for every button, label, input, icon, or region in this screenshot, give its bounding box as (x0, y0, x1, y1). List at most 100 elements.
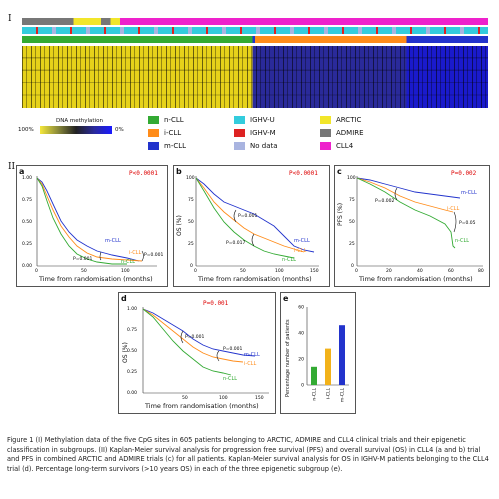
svg-text:50: 50 (182, 395, 188, 401)
panel-a-series-m: m-CLL (105, 238, 121, 244)
km-plot-c: 100 75 50 25 0 0 20 40 60 80 P=0.002 P=0.05 m-CL… (347, 175, 484, 274)
svg-text:1.00: 1.00 (127, 306, 137, 312)
legend-swatch-no-data (234, 142, 245, 150)
legend-label-arctic: ARCTIC (336, 116, 362, 124)
svg-text:0: 0 (355, 268, 358, 274)
bar-label-m-cll: m-CLL (340, 388, 346, 403)
svg-text:50: 50 (188, 219, 194, 225)
svg-text:150: 150 (255, 395, 264, 401)
svg-text:50: 50 (349, 219, 355, 225)
panel-a-series-n: n-CLL (121, 259, 135, 265)
panel-b-series-n: n-CLL (282, 257, 296, 263)
svg-text:0: 0 (194, 268, 197, 274)
legend-swatch-cll4 (320, 142, 331, 150)
panel-b-pair-2: P=0.017 (226, 240, 246, 246)
svg-text:1.00: 1.00 (22, 175, 32, 181)
e-y-tick-0: 0 (301, 383, 304, 389)
bar-n-cll (311, 366, 317, 385)
panel-d: d P=0.001 OS (%) 1.00 0.75 0.50 0.25 0.00 50… (118, 292, 276, 414)
svg-text:0.75: 0.75 (22, 197, 32, 203)
panel-c-pvalue: P=0.002 (451, 170, 477, 177)
svg-text:100: 100 (121, 268, 130, 274)
panel-a-pvalue: P<0.0001 (129, 170, 158, 177)
panel-d-series-i: i-CLL (244, 361, 256, 367)
legend-swatch-arctic (320, 116, 331, 124)
legend-label-n-cll: n-CLL (164, 116, 184, 124)
panel-b-series-i: i-CLL (294, 248, 306, 254)
svg-text:0.75: 0.75 (127, 327, 137, 333)
svg-text:75: 75 (349, 197, 355, 203)
km-plot-b: 100 75 50 25 0 0 50 100 150 P=0.001 P=0.017 m-C… (186, 175, 319, 274)
panel-b: b P<0.0001 OS (%) 100 75 50 25 0 0 50 100 150 P… (173, 165, 330, 287)
e-y-tick-40: 40 (298, 331, 304, 337)
methylation-colorbar (40, 126, 112, 134)
legend-label-admire: ADMIRE (336, 129, 364, 137)
ighv-annotation-bar (22, 27, 488, 34)
svg-text:100: 100 (347, 175, 356, 181)
section-label-II: II (8, 162, 16, 172)
km-plot-a: 1.00 0.75 0.50 0.25 0.00 0 50 100 P=0.001 P=0.… (22, 175, 164, 274)
legend-swatch-ighv-m (234, 129, 245, 137)
panel-e: e Percentage number of patients 0 20 40 60 n… (280, 292, 356, 414)
methylation-legend-high: 0% (115, 127, 124, 133)
subgroup-annotation-bar (22, 36, 488, 43)
figure-caption: Figure 1 (I) Methylation data of the fiv… (7, 436, 489, 473)
panel-letter-b: b (176, 167, 182, 176)
svg-text:40: 40 (417, 268, 423, 274)
panel-c-series-m: m-CLL (461, 190, 477, 196)
legend-swatch-ighv-u (234, 116, 245, 124)
legend-swatch-admire (320, 129, 331, 137)
panel-d-series-m: m-CLL (244, 352, 260, 358)
panel-a-pair-2: P=0.001 (144, 252, 164, 258)
svg-text:0.50: 0.50 (22, 219, 32, 225)
legend-swatch-n-cll (148, 116, 159, 124)
svg-text:25: 25 (188, 241, 194, 247)
panel-letter-c: c (337, 167, 342, 176)
panel-a-pair-1: P=0.001 (73, 256, 93, 262)
svg-text:60: 60 (448, 268, 454, 274)
panel-c-xlabel: Time from randomisation (months) (359, 275, 473, 283)
svg-text:0.25: 0.25 (127, 369, 137, 375)
svg-text:100: 100 (219, 395, 228, 401)
panel-b-pvalue: P<0.0001 (289, 170, 318, 177)
svg-text:80: 80 (478, 268, 484, 274)
km-plot-d: 1.00 0.75 0.50 0.25 0.00 50 100 150 P=0.001 P=… (127, 306, 269, 401)
legend-swatch-i-cll (148, 129, 159, 137)
svg-text:100: 100 (275, 268, 284, 274)
bar-label-i-cll: i-CLL (326, 388, 332, 400)
panel-b-series-m: m-CLL (294, 238, 310, 244)
svg-text:20: 20 (386, 268, 392, 274)
svg-text:0.00: 0.00 (22, 263, 32, 269)
trial-annotation-bar (22, 18, 488, 25)
panel-c-series-n: n-CLL (455, 238, 469, 244)
panel-b-xlabel: Time from randomisation (months) (198, 275, 312, 283)
svg-text:50: 50 (240, 268, 246, 274)
svg-text:50: 50 (81, 268, 87, 274)
svg-text:0.00: 0.00 (127, 390, 137, 396)
svg-text:0: 0 (351, 263, 354, 269)
legend-swatch-m-cll (148, 142, 159, 150)
panel-c-pair-1: P=0.002 (375, 198, 395, 204)
legend-label-cll4: CLL4 (336, 142, 354, 150)
panel-letter-a: a (19, 167, 25, 176)
panel-b-pair-1: P=0.001 (238, 213, 258, 219)
methylation-legend-title: DNA methylation (56, 118, 103, 124)
legend-label-ighv-m: IGHV-M (250, 129, 276, 137)
panel-letter-d: d (121, 294, 127, 303)
panel-c-series-i: i-CLL (447, 206, 459, 212)
svg-text:75: 75 (188, 197, 194, 203)
panel-a-series-i: i-CLL (129, 250, 141, 256)
legend-label-i-cll: i-CLL (164, 129, 182, 137)
e-y-tick-20: 20 (298, 357, 304, 363)
panel-d-series-n: n-CLL (223, 376, 237, 382)
legend-label-ighv-u: IGHV-U (250, 116, 275, 124)
panel-a: a P<0.0001 1.00 0.75 0.50 0.25 0.00 0 50 100 P… (16, 165, 168, 287)
panel-d-pair-1: P=0.001 (185, 334, 205, 340)
panel-letter-e: e (283, 294, 289, 303)
bar-m-cll (339, 325, 345, 385)
panel-d-pvalue: P=0.001 (203, 300, 229, 307)
legend-label-no-data: No data (250, 142, 278, 150)
svg-text:0: 0 (35, 268, 38, 274)
panel-d-xlabel: Time from randomisation (months) (145, 402, 259, 410)
svg-text:150: 150 (310, 268, 319, 274)
